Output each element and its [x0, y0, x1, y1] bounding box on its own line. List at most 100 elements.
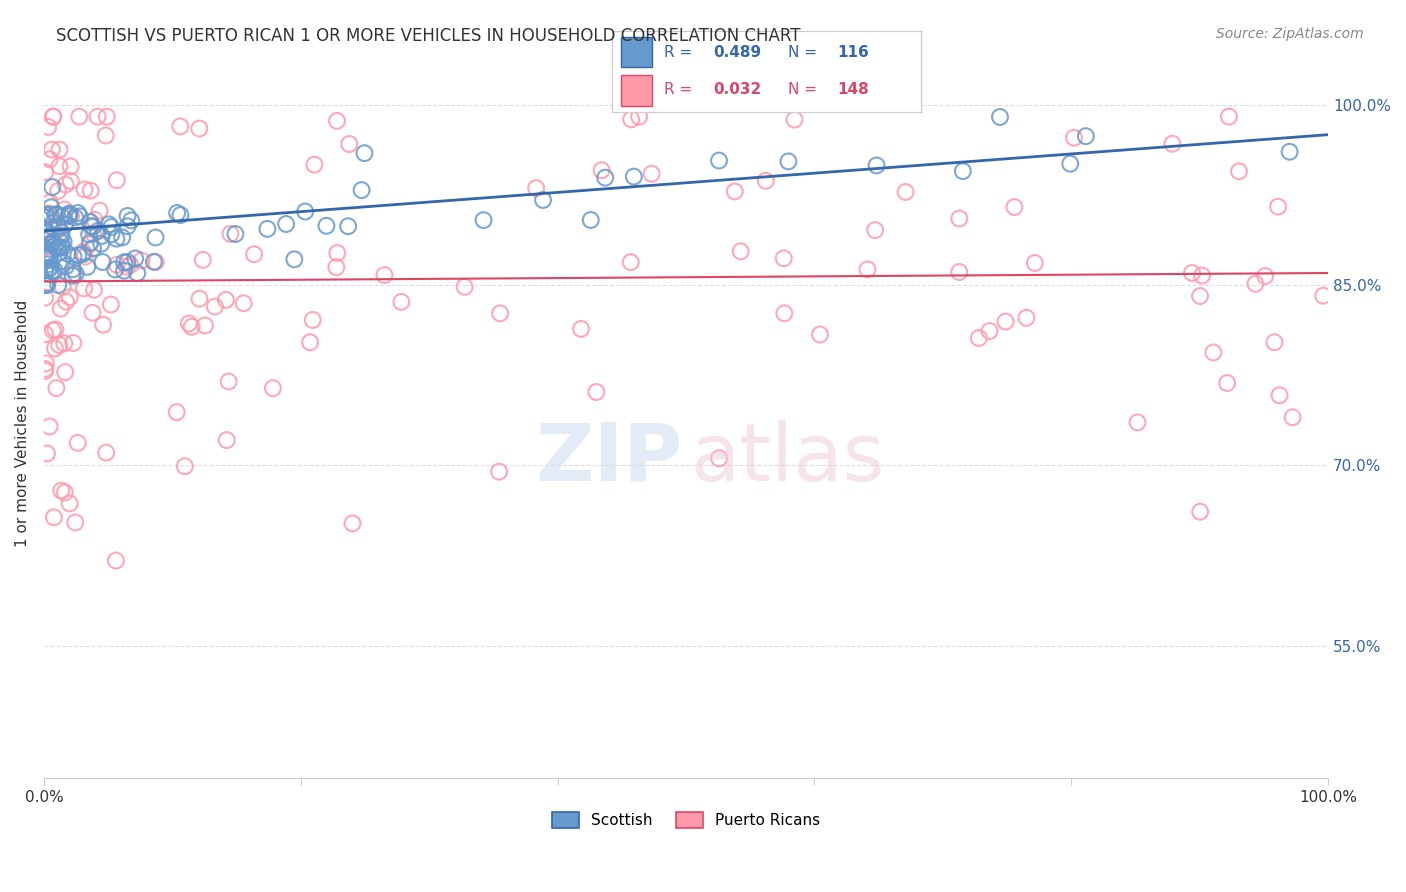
Bar	[621, 76, 652, 106]
Text: R =: R =	[664, 45, 697, 61]
Point	[45, 381, 67, 395]
Point	[51, 226, 73, 240]
Point	[34, 327, 56, 342]
Point	[337, 136, 360, 151]
Point	[90, 236, 112, 251]
Point	[44, 208, 66, 222]
Point	[294, 204, 316, 219]
Point	[97, 218, 120, 232]
Point	[37, 251, 59, 265]
Point	[48, 245, 70, 260]
Point	[35, 278, 58, 293]
Point	[37, 249, 59, 263]
Point	[591, 163, 613, 178]
Point	[100, 220, 122, 235]
Point	[131, 253, 153, 268]
Point	[142, 255, 165, 269]
Point	[91, 255, 114, 269]
Point	[82, 241, 104, 255]
Point	[42, 235, 65, 249]
Point	[53, 336, 76, 351]
Point	[1015, 310, 1038, 325]
Point	[45, 238, 67, 252]
Text: R =: R =	[664, 82, 697, 97]
Text: ZIP: ZIP	[534, 420, 682, 498]
Point	[389, 294, 412, 309]
Point	[863, 223, 886, 237]
Point	[531, 193, 554, 207]
Point	[166, 405, 188, 419]
Point	[72, 244, 94, 259]
Point	[77, 227, 100, 242]
Point	[65, 516, 87, 530]
Point	[1278, 145, 1301, 159]
Point	[48, 143, 70, 157]
Point	[105, 173, 128, 187]
Point	[46, 241, 69, 255]
Point	[373, 268, 395, 282]
Point	[53, 218, 76, 232]
Point	[96, 110, 118, 124]
Point	[73, 281, 96, 295]
Point	[51, 254, 73, 268]
Point	[51, 210, 73, 224]
Point	[117, 255, 139, 269]
Point	[34, 263, 56, 277]
Point	[35, 356, 58, 370]
Point	[204, 300, 226, 314]
Point	[778, 154, 800, 169]
Point	[1189, 505, 1212, 519]
Point	[353, 146, 375, 161]
Point	[191, 252, 214, 267]
Point	[66, 435, 89, 450]
Point	[34, 291, 56, 305]
Point	[299, 335, 322, 350]
Point	[276, 217, 298, 231]
Point	[58, 209, 80, 223]
Point	[894, 185, 917, 199]
Point	[91, 318, 114, 332]
Point	[39, 267, 62, 281]
Point	[1126, 415, 1149, 429]
Point	[117, 209, 139, 223]
Point	[42, 216, 65, 230]
Point	[66, 206, 89, 220]
Point	[51, 241, 73, 255]
Point	[224, 227, 246, 241]
Point	[707, 451, 730, 466]
Point	[37, 248, 59, 262]
Point	[37, 263, 59, 277]
Point	[1268, 388, 1291, 402]
Point	[215, 293, 238, 307]
Point	[1074, 129, 1097, 144]
Point	[623, 169, 645, 184]
Point	[120, 213, 142, 227]
Point	[640, 167, 662, 181]
Point	[707, 153, 730, 168]
Point	[39, 228, 62, 243]
Point	[1254, 268, 1277, 283]
Point	[256, 222, 278, 236]
Point	[35, 277, 58, 291]
Point	[243, 247, 266, 261]
Point	[194, 318, 217, 333]
Point	[83, 283, 105, 297]
Point	[73, 182, 96, 196]
Point	[166, 206, 188, 220]
Point	[59, 160, 82, 174]
Point	[169, 120, 191, 134]
Point	[72, 247, 94, 261]
Point	[37, 226, 59, 240]
Point	[62, 250, 84, 264]
Point	[41, 227, 63, 242]
Point	[111, 230, 134, 244]
Point	[620, 112, 643, 127]
Point	[46, 223, 69, 237]
Point	[56, 246, 79, 260]
Point	[42, 110, 65, 124]
Point	[46, 219, 69, 234]
Point	[1227, 164, 1250, 178]
Point	[37, 206, 59, 220]
Point	[326, 114, 349, 128]
Point	[342, 516, 364, 531]
